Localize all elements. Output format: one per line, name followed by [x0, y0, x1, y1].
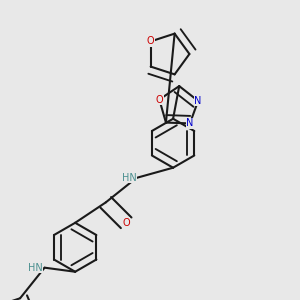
Text: HN: HN — [28, 263, 43, 273]
Text: HN: HN — [122, 173, 136, 183]
Text: O: O — [122, 218, 130, 228]
Text: O: O — [155, 94, 163, 104]
Text: N: N — [186, 118, 194, 128]
Text: N: N — [194, 96, 202, 106]
Text: O: O — [147, 36, 154, 46]
